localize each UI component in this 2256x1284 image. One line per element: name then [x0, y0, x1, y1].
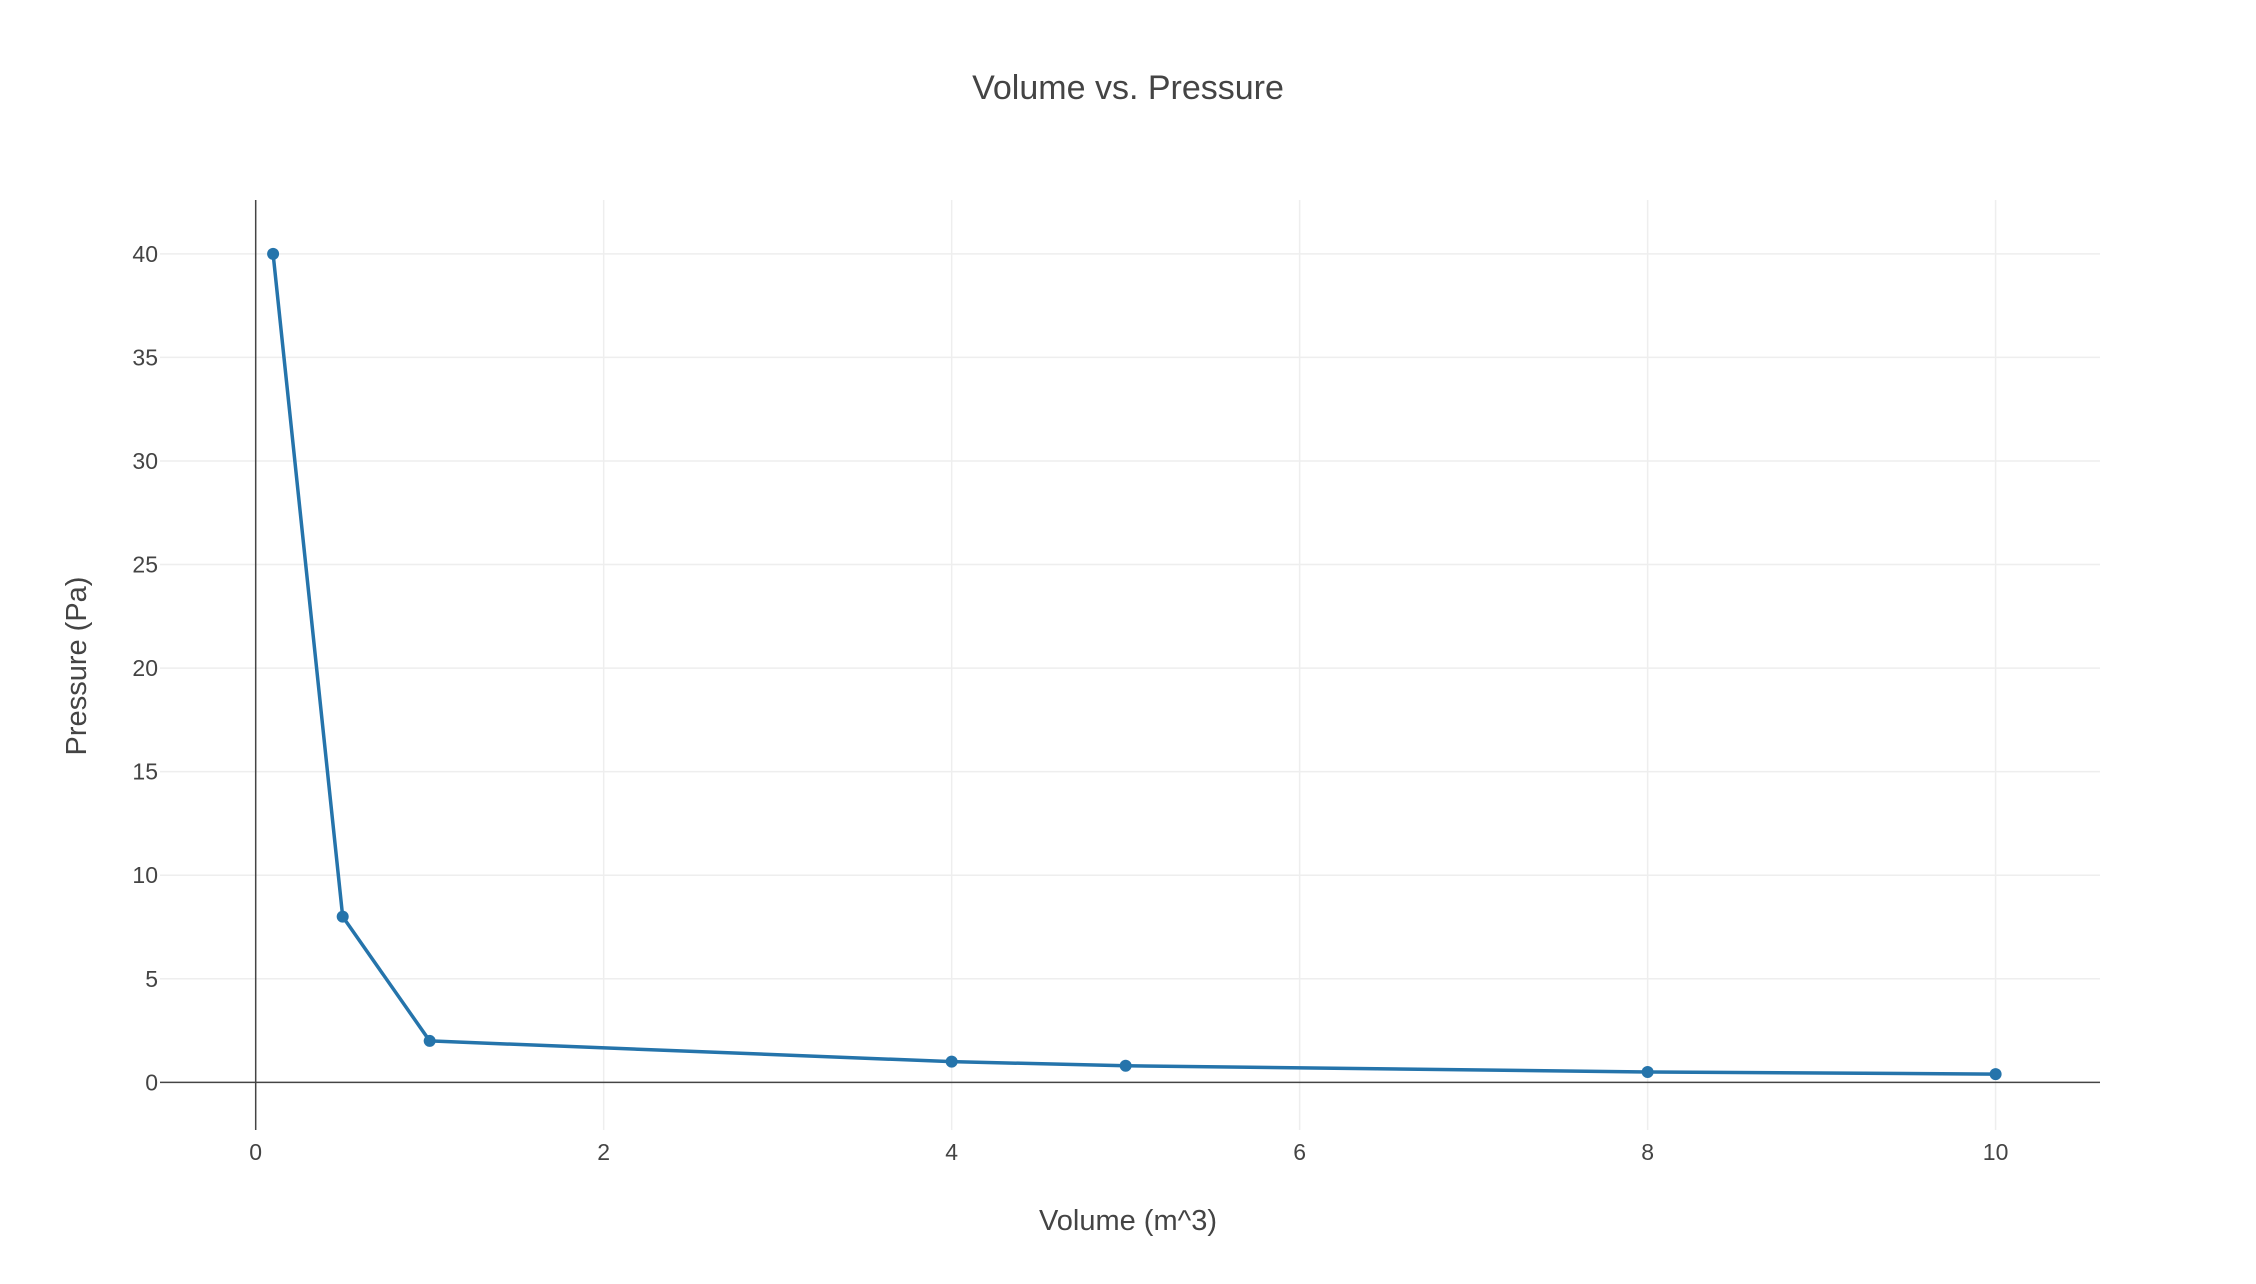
y-tick-label: 10	[132, 862, 158, 888]
x-axis-title: Volume (m^3)	[1039, 1205, 1217, 1237]
y-tick-label: 0	[145, 1069, 158, 1095]
data-point	[1641, 1066, 1654, 1079]
x-tick-label: 10	[1983, 1139, 2009, 1165]
x-tick-label: 2	[597, 1139, 610, 1165]
chart-title: Volume vs. Pressure	[972, 69, 1284, 107]
y-tick-label: 30	[132, 448, 158, 474]
y-tick-label: 35	[132, 344, 158, 370]
series-line	[271, 253, 1996, 1076]
series	[267, 247, 2002, 1081]
y-tick-label: 15	[132, 759, 158, 785]
data-point	[1119, 1059, 1132, 1072]
axes	[160, 200, 2100, 1130]
x-tick-label: 6	[1293, 1139, 1306, 1165]
x-tick-label: 0	[249, 1139, 262, 1165]
y-axis-title: Pressure (Pa)	[61, 577, 93, 756]
x-tick-label: 4	[945, 1139, 958, 1165]
grid-lines	[160, 200, 2100, 1130]
tick-labels: 0 2 4 6 8 10 0 5 10 15 20 25 30 35 40	[132, 241, 2008, 1165]
x-tick-label: 8	[1641, 1139, 1654, 1165]
y-tick-label: 5	[145, 966, 158, 992]
data-point	[267, 247, 280, 260]
y-tick-label: 40	[132, 241, 158, 267]
data-point	[336, 910, 349, 923]
data-point	[945, 1055, 958, 1068]
data-point	[423, 1034, 436, 1047]
y-tick-label: 25	[132, 552, 158, 578]
data-point	[1989, 1068, 2002, 1081]
y-tick-label: 20	[132, 655, 158, 681]
